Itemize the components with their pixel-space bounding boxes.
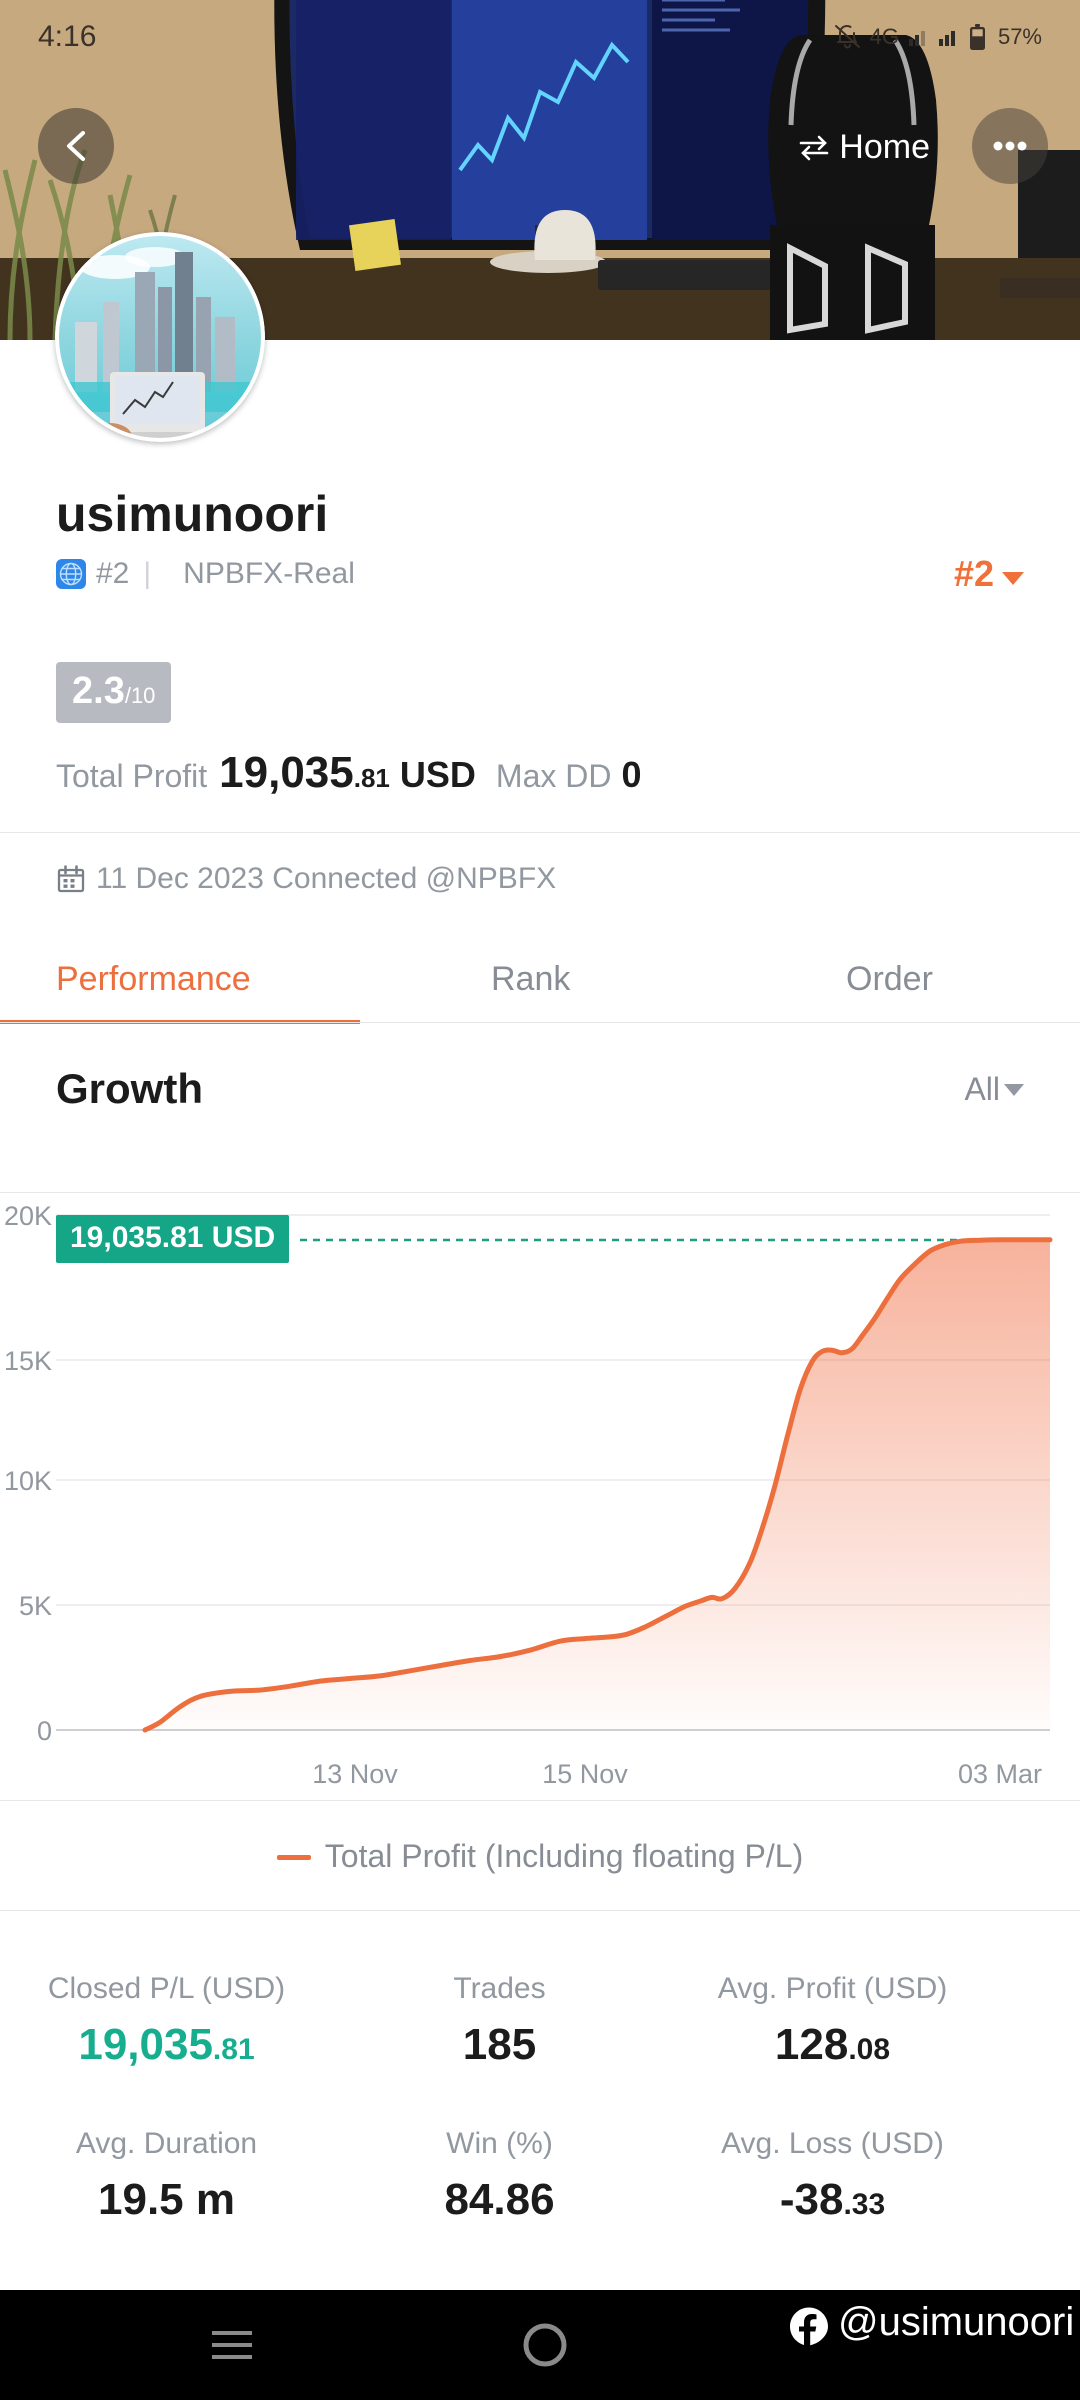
svg-text:15 Nov: 15 Nov bbox=[542, 1759, 628, 1789]
svg-text:03 Mar: 03 Mar bbox=[958, 1759, 1042, 1789]
svg-text:13 Nov: 13 Nov bbox=[312, 1759, 398, 1789]
svg-text:10K: 10K bbox=[4, 1466, 52, 1496]
svg-text:15K: 15K bbox=[4, 1346, 52, 1376]
svg-text:0: 0 bbox=[37, 1716, 52, 1746]
svg-text:20K: 20K bbox=[4, 1201, 52, 1231]
svg-text:5K: 5K bbox=[19, 1591, 52, 1621]
